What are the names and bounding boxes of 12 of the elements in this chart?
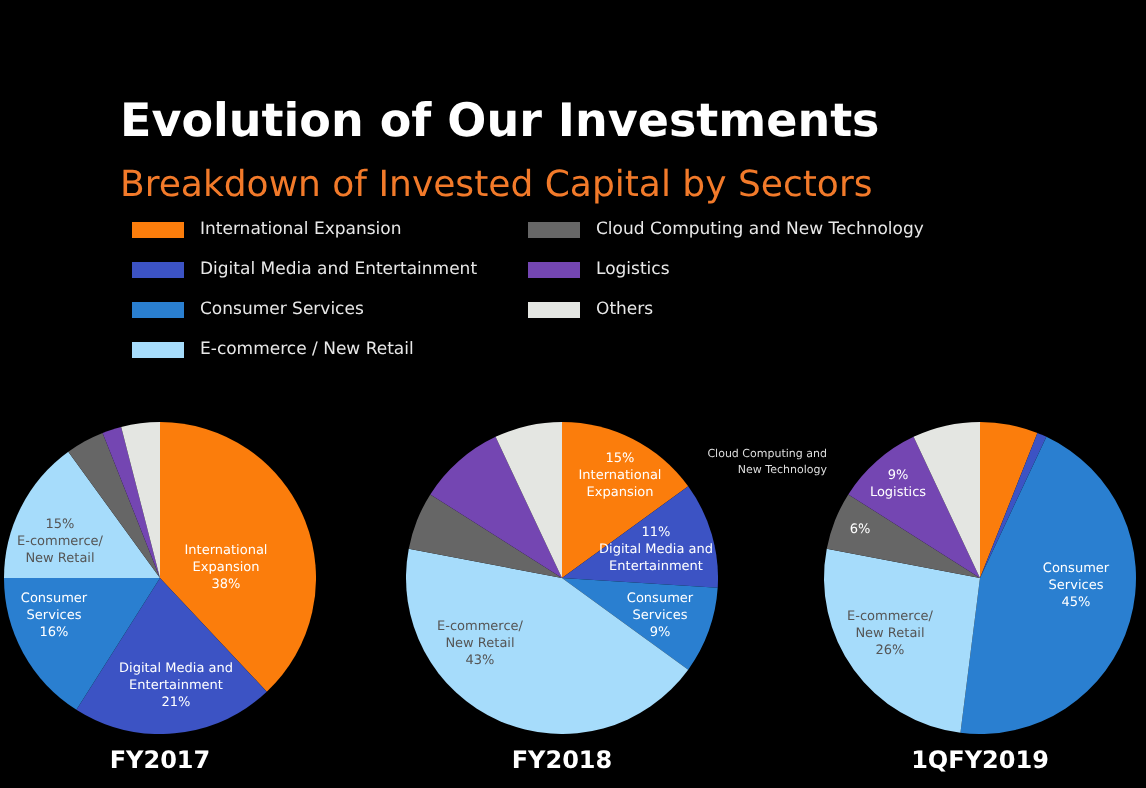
legend-label: E-commerce / New Retail xyxy=(198,340,414,360)
text: FY2017 xyxy=(107,746,213,774)
legend-label: Cloud Computing and New Technology xyxy=(594,220,924,240)
legend-label: International Expansion xyxy=(198,220,402,240)
text: 1QFY2019 xyxy=(909,746,1051,774)
text: FY2018 xyxy=(509,746,615,774)
chart-title: Evolution of Our Investments xyxy=(120,96,880,148)
legend-label: Others xyxy=(594,300,654,320)
chart-subtitle: Breakdown of Invested Capital by Sectors xyxy=(120,164,873,206)
legend-label: Logistics xyxy=(594,260,670,280)
legend-label: Consumer Services xyxy=(198,300,364,320)
legend-label: Digital Media and Entertainment xyxy=(198,260,478,280)
